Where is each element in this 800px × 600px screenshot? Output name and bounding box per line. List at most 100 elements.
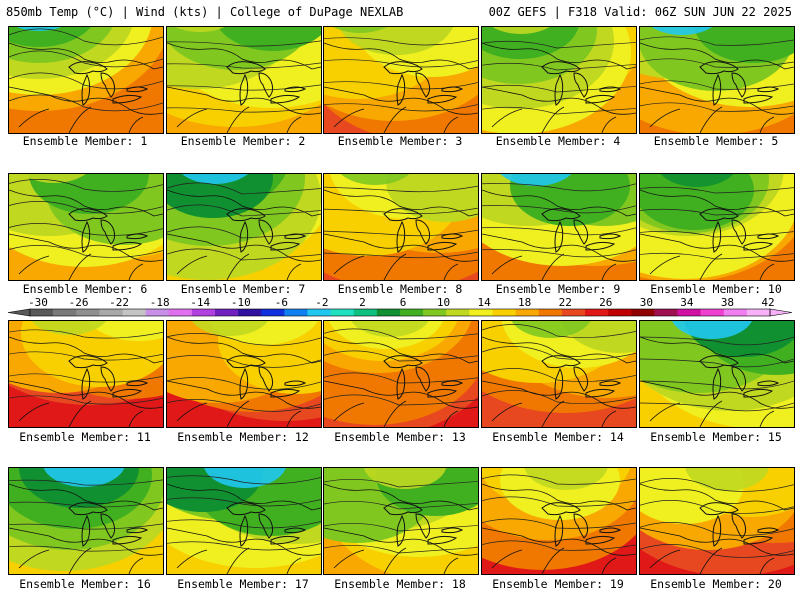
colorbar-tick-label: 6 <box>400 296 407 309</box>
ensemble-map-panel <box>8 173 164 281</box>
ensemble-member-label: Ensemble Member: 6 <box>22 282 148 296</box>
ensemble-map-panel <box>323 26 479 134</box>
ensemble-map-panel <box>481 26 637 134</box>
colorbar-tick-label: 26 <box>599 296 612 309</box>
colorbar-segment <box>654 309 678 316</box>
temperature-colorbar: -30 -26 -22 -18 -14 -10 -6 -2 2 6 10 14 18 22 26 30 34 38… <box>0 296 800 320</box>
temperature-field-map <box>324 468 478 574</box>
colorbar-segment <box>191 309 216 316</box>
ensemble-member-label: Ensemble Member: 2 <box>180 134 306 148</box>
colorbar-min-arrow <box>7 308 31 317</box>
colorbar-segment <box>492 309 516 316</box>
temperature-field-map <box>9 321 163 427</box>
temperature-field-map <box>167 321 321 427</box>
colorbar-segment <box>677 309 701 316</box>
ensemble-map-panel <box>481 320 637 428</box>
colorbar-tick-label: 18 <box>518 296 531 309</box>
colorbar-tick-label: -22 <box>109 296 129 309</box>
ensemble-map-panel <box>323 320 479 428</box>
colorbar-tick-label: 22 <box>559 296 572 309</box>
colorbar-segment <box>538 309 563 316</box>
ensemble-map-panel <box>481 173 637 281</box>
ensemble-map-panel <box>323 173 479 281</box>
colorbar-tick-label: -6 <box>275 296 288 309</box>
colorbar-tick-label: -26 <box>69 296 89 309</box>
ensemble-member-label: Ensemble Member: 17 <box>177 577 309 591</box>
colorbar-segment <box>168 309 193 316</box>
colorbar-segment <box>353 309 378 316</box>
colorbar-segment <box>122 309 146 316</box>
colorbar-segment <box>238 309 262 316</box>
colorbar-segment <box>330 309 355 316</box>
colorbar-segment <box>423 309 447 316</box>
colorbar-segment <box>446 309 470 316</box>
temperature-field-map <box>640 468 794 574</box>
ensemble-member-label: Ensemble Member: 7 <box>180 282 306 296</box>
temperature-field-map <box>482 27 636 133</box>
ensemble-member-label: Ensemble Member: 8 <box>337 282 463 296</box>
ensemble-member-label: Ensemble Member: 9 <box>495 282 621 296</box>
ensemble-map-panel <box>166 467 322 575</box>
ensemble-member-label: Ensemble Member: 15 <box>650 430 782 444</box>
colorbar-tick-label: -30 <box>28 296 48 309</box>
colorbar-tick-label: 14 <box>477 296 491 309</box>
colorbar-segment <box>585 309 609 316</box>
temperature-field-map <box>9 174 163 280</box>
temperature-field-map <box>324 27 478 133</box>
ensemble-member-label: Ensemble Member: 10 <box>650 282 782 296</box>
ensemble-map-panel <box>166 26 322 134</box>
colorbar-segment <box>30 309 54 316</box>
colorbar-segment <box>515 309 540 316</box>
ensemble-member-label: Ensemble Member: 1 <box>22 134 148 148</box>
temperature-field-map <box>324 321 478 427</box>
temperature-field-map <box>640 321 794 427</box>
colorbar-tick-label: 42 <box>761 296 774 309</box>
ensemble-map-panel <box>166 173 322 281</box>
colorbar-segment <box>145 309 170 316</box>
colorbar-segment <box>746 309 771 316</box>
ensemble-member-label: Ensemble Member: 13 <box>334 430 466 444</box>
colorbar-segment <box>376 309 401 316</box>
ensemble-map-panel <box>639 467 795 575</box>
ensemble-map-panel <box>8 320 164 428</box>
ensemble-map-panel <box>8 467 164 575</box>
ensemble-map-panel <box>8 26 164 134</box>
ensemble-member-label: Ensemble Member: 3 <box>337 134 463 148</box>
colorbar-tick-label: 2 <box>359 296 366 309</box>
ensemble-member-label: Ensemble Member: 14 <box>492 430 624 444</box>
ensemble-member-label: Ensemble Member: 20 <box>650 577 782 591</box>
temperature-field-map <box>9 27 163 133</box>
ensemble-member-label: Ensemble Member: 12 <box>177 430 309 444</box>
temperature-field-map <box>324 174 478 280</box>
temperature-field-map <box>9 468 163 574</box>
colorbar-tick-label: 10 <box>437 296 450 309</box>
ensemble-member-label: Ensemble Member: 4 <box>495 134 621 148</box>
colorbar-segment <box>469 309 493 316</box>
colorbar-segment <box>76 309 100 316</box>
ensemble-map-panel <box>639 320 795 428</box>
temperature-field-map <box>640 174 794 280</box>
colorbar-segment <box>284 309 308 316</box>
colorbar-segment <box>261 309 285 316</box>
temperature-field-map <box>482 321 636 427</box>
colorbar-tick-label: 34 <box>680 296 694 309</box>
colorbar-tick-label: 30 <box>640 296 653 309</box>
colorbar-segment <box>631 309 655 316</box>
temperature-field-map <box>640 27 794 133</box>
temperature-field-map <box>167 27 321 133</box>
colorbar-tick-label: -18 <box>150 296 170 309</box>
ensemble-map-panel <box>639 26 795 134</box>
colorbar-segment <box>561 309 586 316</box>
temperature-field-map <box>167 468 321 574</box>
colorbar-segment <box>215 309 239 316</box>
temperature-field-map <box>482 174 636 280</box>
ensemble-map-panel <box>166 320 322 428</box>
colorbar-segment <box>53 309 77 316</box>
ensemble-member-label: Ensemble Member: 18 <box>334 577 466 591</box>
ensemble-map-panel <box>639 173 795 281</box>
temperature-field-map <box>167 174 321 280</box>
colorbar-segment <box>700 309 725 316</box>
colorbar-tick-label: -10 <box>231 296 251 309</box>
ensemble-map-panel <box>481 467 637 575</box>
colorbar-segment <box>99 309 123 316</box>
